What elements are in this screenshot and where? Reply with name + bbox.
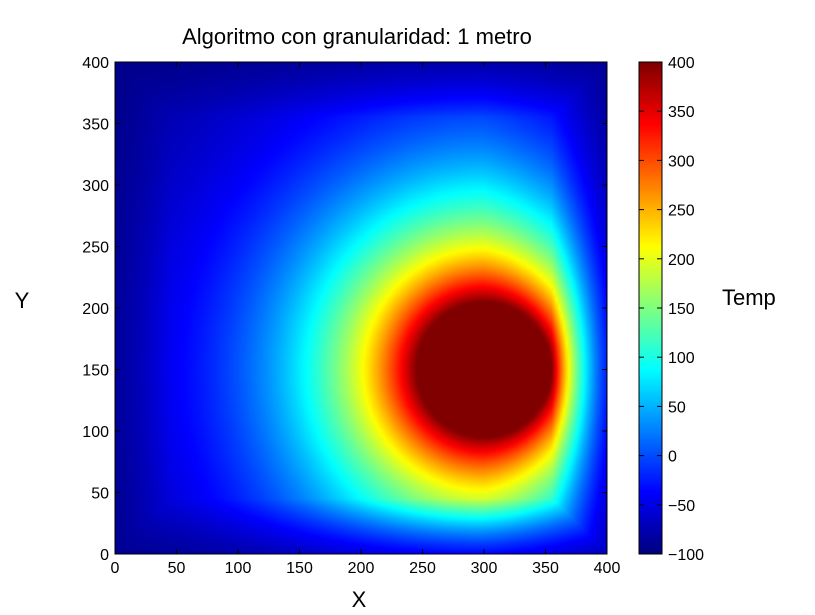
x-tick-label: 300 [471,560,498,577]
y-tick-label: 200 [82,301,109,318]
y-axis-label: Y [15,288,30,313]
y-axis-ticks: 0 50 100 150 200 250 300 350 400 [82,55,607,564]
x-tick-label: 50 [168,560,186,577]
x-tick-label: 250 [409,560,436,577]
colorbar-tick-label: 0 [668,449,677,466]
colorbar-gradient [639,62,662,554]
colorbar-tick-label: 300 [668,153,695,170]
x-tick-label: 0 [111,560,120,577]
colorbar: −100 −50 0 50 100 150 200 250 300 350 400 [638,55,704,564]
y-tick-label: 0 [100,547,109,564]
x-tick-label: 100 [225,560,252,577]
y-tick-label: 50 [91,486,109,503]
colorbar-tick-label: 200 [668,252,695,269]
x-tick-label: 200 [348,560,375,577]
colorbar-tick-label: 250 [668,203,695,220]
y-tick-label: 100 [82,424,109,441]
plot-area [114,61,608,555]
x-tick-label: 150 [286,560,313,577]
colorbar-ticks: −100 −50 0 50 100 150 200 250 300 350 400 [639,55,704,564]
y-tick-label: 150 [82,363,109,380]
colorbar-tick-label: −100 [668,547,704,564]
y-tick-label: 400 [82,55,109,72]
colorbar-tick-label: 400 [668,55,695,72]
colorbar-tick-label: 100 [668,350,695,367]
y-tick-label: 250 [82,240,109,257]
y-tick-label: 350 [82,117,109,134]
heatmap-image [115,62,607,554]
chart-title: Algoritmo con granularidad: 1 metro [182,24,532,49]
colorbar-tick-label: −50 [668,498,695,515]
x-tick-label: 350 [532,560,559,577]
colorbar-tick-label: 350 [668,104,695,121]
y-tick-label: 300 [82,178,109,195]
colorbar-tick-label: 50 [668,399,686,416]
colorbar-label: Temp [722,285,776,310]
colorbar-tick-label: 150 [668,301,695,318]
x-axis-label: X [352,587,367,612]
x-tick-label: 400 [594,560,621,577]
x-axis-ticks: 0 50 100 150 200 250 300 350 400 [111,62,621,577]
